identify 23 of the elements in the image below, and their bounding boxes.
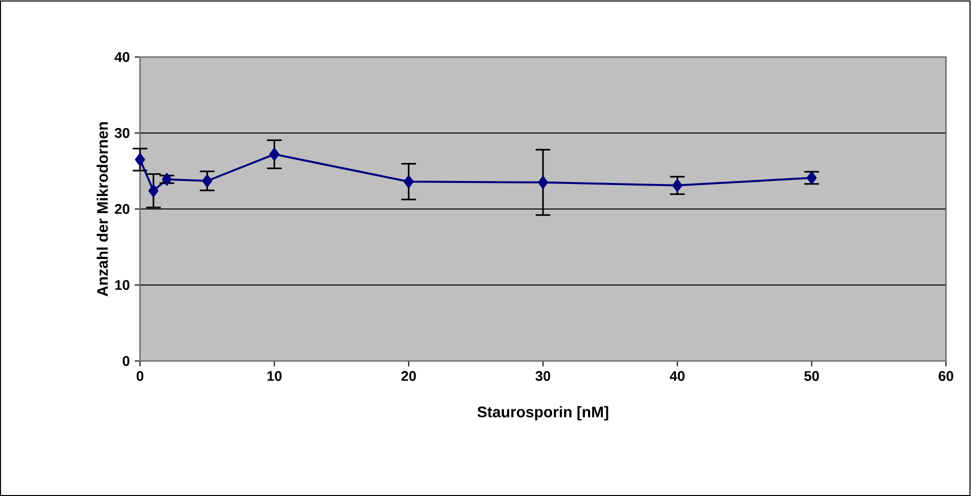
point (672, 179, 682, 192)
point (269, 148, 280, 161)
x-axis-title: Staurosporin [nM] (477, 406, 608, 420)
point (162, 173, 172, 186)
x-tick-label: 0 (136, 371, 144, 381)
x-tick-label: 50 (804, 371, 819, 381)
y-tick-label: 0 (122, 356, 130, 366)
point (148, 184, 158, 198)
y-tick-label: 30 (114, 128, 130, 138)
point (806, 172, 817, 184)
x-tick-label: 10 (267, 371, 282, 381)
y-tick-label: 20 (114, 204, 130, 214)
x-tick-label: 40 (670, 371, 685, 381)
y-tick-label: 40 (114, 52, 130, 62)
x-tick-label: 30 (536, 371, 550, 381)
y-axis-title: Anzahl der Mikrodornen (96, 122, 108, 296)
point (135, 153, 146, 166)
point (404, 175, 414, 188)
point (202, 174, 212, 188)
y-tick-label: 10 (115, 280, 130, 290)
x-tick-label: 20 (401, 371, 416, 381)
point (538, 176, 548, 189)
x-tick-label: 60 (938, 371, 954, 381)
